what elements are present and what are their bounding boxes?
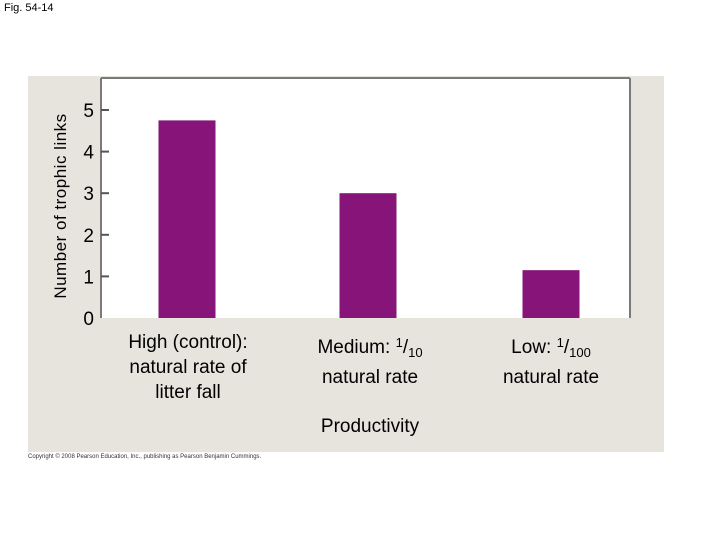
medium-prefix: Medium:	[317, 337, 395, 358]
x-axis-label: Productivity	[270, 416, 470, 438]
y-tick-label-2: 2	[83, 226, 94, 247]
medium-fraction-denominator: 10	[408, 345, 422, 360]
bar-0	[159, 120, 216, 318]
copyright-notice: Copyright © 2008 Pearson Education, Inc.…	[28, 454, 261, 460]
low-fraction-denominator: 100	[569, 345, 591, 360]
category-label-high-line3: litter fall	[103, 380, 273, 405]
category-label-medium-line1: Medium: 1/10	[285, 330, 455, 365]
low-fraction-numerator: 1	[557, 335, 564, 350]
category-label-medium-line2: natural rate	[285, 365, 455, 390]
y-tick-label-1: 1	[83, 267, 94, 288]
low-prefix: Low:	[511, 337, 556, 358]
y-tick-label-4: 4	[83, 143, 94, 164]
category-label-medium: Medium: 1/10 natural rate	[285, 330, 455, 390]
y-tick-label-3: 3	[83, 184, 94, 205]
category-label-low-line2: natural rate	[466, 365, 636, 390]
medium-fraction-numerator: 1	[396, 335, 403, 350]
category-label-high-line1: High (control):	[103, 330, 273, 355]
category-label-high-line2: natural rate of	[103, 355, 273, 380]
bar-1	[340, 193, 397, 318]
y-tick-label-0: 0	[83, 309, 94, 330]
category-label-high: High (control): natural rate of litter f…	[103, 330, 273, 405]
category-label-low-line1: Low: 1/100	[466, 330, 636, 365]
category-label-low: Low: 1/100 natural rate	[466, 330, 636, 390]
y-tick-label-5: 5	[83, 101, 94, 122]
y-axis-label: Number of trophic links	[51, 113, 71, 298]
bar-2	[523, 270, 580, 318]
